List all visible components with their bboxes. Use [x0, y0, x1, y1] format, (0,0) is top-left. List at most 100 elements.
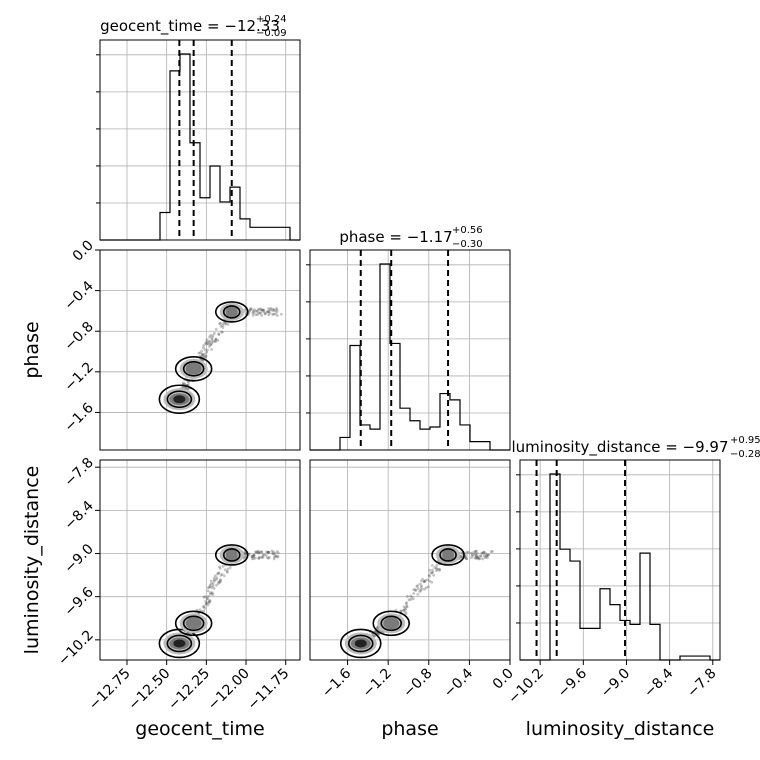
sample-point: [403, 606, 407, 610]
sample-point: [204, 601, 208, 605]
contour-line: [214, 544, 249, 566]
sample-point: [218, 579, 222, 582]
sample-point: [211, 593, 215, 597]
sample-point: [181, 381, 185, 385]
sample-point: [412, 592, 416, 595]
density-level: [173, 395, 186, 404]
contour-line: [222, 305, 241, 319]
sample-point: [272, 557, 276, 561]
sample-point: [251, 309, 255, 313]
sample-point: [205, 597, 209, 600]
sample-point: [219, 330, 223, 334]
sample-point: [273, 309, 277, 313]
sample-point: [415, 585, 419, 588]
sample-point: [254, 309, 258, 313]
sample-point: [254, 550, 257, 554]
title-geocent-time-sub: −0.09: [256, 28, 287, 39]
sample-point: [206, 586, 210, 590]
y-tick-label: −7.8: [61, 455, 96, 490]
sample-point: [266, 310, 270, 314]
sample-point: [201, 605, 205, 609]
sample-point: [399, 609, 403, 613]
title-luminosity-distance-sup: +0.95: [730, 435, 760, 446]
sample-point: [216, 572, 220, 576]
sample-point: [204, 341, 207, 345]
sample-point: [420, 588, 423, 591]
title-phase: phase = −1.17: [339, 228, 452, 246]
x-tick-label: −9.6: [555, 665, 590, 700]
sample-point: [258, 311, 262, 315]
sample-point: [217, 580, 221, 584]
sample-point: [218, 322, 221, 326]
sample-point: [219, 324, 223, 328]
sample-point: [271, 552, 275, 556]
sample-point: [214, 340, 217, 343]
sample-point: [438, 568, 441, 572]
sample-point: [249, 307, 253, 311]
sample-point: [210, 336, 214, 339]
sample-point: [429, 571, 433, 575]
sample-point: [203, 352, 207, 356]
sample-point: [274, 554, 277, 558]
density-level: [354, 639, 367, 648]
sample-point: [428, 568, 431, 572]
density-level: [185, 362, 202, 375]
sample-point: [464, 553, 468, 557]
sample-point: [419, 579, 423, 583]
sample-point: [251, 313, 255, 317]
sample-point: [207, 599, 211, 603]
sample-point: [428, 579, 432, 583]
sample-point: [475, 549, 478, 553]
sample-point: [213, 574, 217, 578]
sample-point: [214, 337, 218, 341]
sample-point: [438, 568, 442, 571]
panel-phase-vs-luminosity_distance: [309, 459, 511, 661]
contour-line: [439, 548, 457, 562]
title-luminosity-distance: luminosity_distance = −9.97: [511, 438, 728, 457]
sample-point: [244, 552, 247, 556]
sample-point: [430, 571, 434, 575]
ylabel-luminosity-distance: luminosity_distance: [21, 466, 43, 655]
sample-point: [204, 599, 208, 603]
sample-point: [434, 566, 438, 570]
sample-point: [269, 306, 273, 310]
sample-point: [470, 556, 473, 560]
histogram-geocent_time: [100, 53, 300, 241]
y-tick-label: 0.0: [70, 238, 97, 265]
sample-point: [209, 579, 213, 583]
sample-point: [202, 595, 206, 599]
sample-point: [405, 605, 409, 609]
sample-point: [267, 307, 270, 311]
sample-point: [212, 578, 216, 582]
sample-point: [225, 569, 229, 573]
sample-point: [265, 556, 269, 560]
sample-point: [261, 555, 265, 559]
sample-point: [482, 554, 486, 558]
sample-point: [202, 605, 206, 608]
sample-point: [416, 587, 420, 591]
x-tick-label: −1.6: [319, 665, 354, 700]
x-tick-label: −12.25: [165, 666, 213, 714]
sample-point: [476, 555, 480, 559]
sample-point: [426, 585, 430, 589]
sample-point: [208, 339, 212, 343]
sample-point: [267, 550, 271, 554]
sample-point: [201, 353, 205, 357]
sample-point: [206, 594, 210, 598]
sample-point: [257, 311, 260, 314]
title-geocent-time-sup: +0.24: [256, 14, 287, 25]
sample-point: [270, 549, 274, 553]
sample-point: [261, 308, 265, 312]
sample-point: [208, 591, 212, 594]
sample-point: [404, 608, 407, 611]
sample-point: [210, 586, 214, 589]
sample-point: [486, 553, 490, 557]
sample-point: [218, 567, 222, 570]
sample-point: [201, 353, 205, 356]
sample-point: [214, 337, 218, 341]
x-tick-label: −9.0: [598, 666, 633, 701]
contour-line: [182, 360, 205, 377]
sample-point: [273, 552, 277, 555]
sample-point: [405, 595, 409, 598]
